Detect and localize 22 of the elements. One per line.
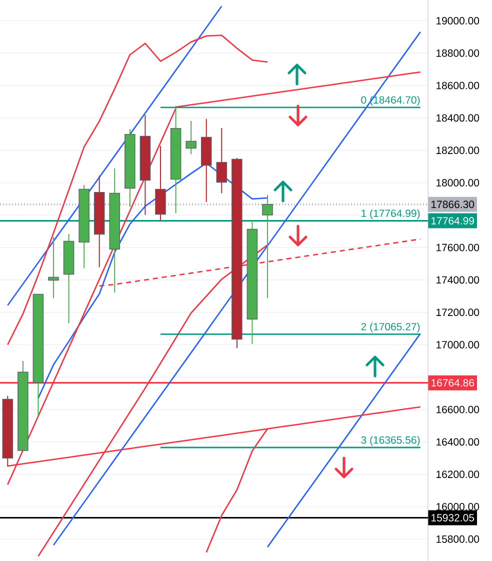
ref-line-label: 17764.99 bbox=[432, 217, 474, 225]
series-label: 2 (17065.27) bbox=[361, 322, 420, 332]
y-tick-label: 16600.00 bbox=[436, 406, 480, 414]
y-tick-label: 18000.00 bbox=[436, 179, 480, 186]
y-tick-label: 17400.00 bbox=[436, 276, 480, 284]
ref-line-label: 15932.05 bbox=[432, 514, 474, 522]
y-tick-label: 18400.00 bbox=[436, 114, 480, 122]
y-tick-label: 16200.00 bbox=[436, 470, 480, 478]
y-tick-label: 17200.00 bbox=[436, 308, 480, 316]
ref-line-label: 17866.30 bbox=[432, 200, 474, 208]
y-tick-label: 16000.00 bbox=[436, 503, 480, 510]
y-tick-label: 17000.00 bbox=[436, 341, 480, 348]
series-label: 3 (16365.56) bbox=[361, 436, 420, 446]
y-tick-label: 18600.00 bbox=[436, 82, 480, 90]
y-tick-label: 17600.00 bbox=[436, 244, 480, 252]
y-tick-label: 16400.00 bbox=[436, 438, 480, 446]
ref-line-label: 16764.86 bbox=[432, 379, 474, 387]
y-tick-label: 15800.00 bbox=[436, 535, 480, 543]
y-tick-label: 18200.00 bbox=[436, 146, 480, 154]
y-tick-label: 19000.00 bbox=[436, 17, 480, 24]
annotation: 1 (17764.99) bbox=[362, 209, 420, 220]
y-tick-label: 18800.00 bbox=[436, 49, 480, 57]
